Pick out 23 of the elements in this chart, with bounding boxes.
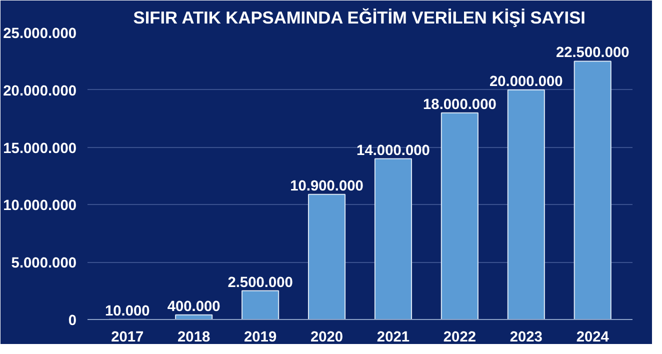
data-label: 20.000.000 — [489, 74, 563, 90]
data-label: 2.500.000 — [228, 274, 293, 291]
x-tick-label: 2023 — [510, 330, 542, 346]
y-tick-label: 20.000.000 — [3, 83, 77, 100]
x-tick-label: 2018 — [178, 330, 210, 346]
data-label: 400.000 — [167, 298, 220, 315]
y-tick-label: 15.000.000 — [3, 140, 77, 157]
data-label: 10.000 — [104, 303, 150, 320]
x-tick-label: 2022 — [443, 330, 476, 346]
x-tick-label: 2024 — [576, 330, 610, 346]
y-tick-label: 10.000.000 — [3, 198, 77, 214]
x-tick-label: 2017 — [111, 330, 144, 346]
chart-title: SIFIR ATIK KAPSAMINDA EĞİTİM VERİLEN KİŞİ SAYISI — [133, 8, 586, 28]
data-label: 14.000.000 — [356, 142, 430, 159]
data-label: 22.500.000 — [556, 45, 630, 62]
x-tick-label: 2019 — [244, 330, 277, 346]
y-tick-label: 25.000.000 — [3, 26, 77, 42]
y-tick-label: 5.000.000 — [11, 256, 76, 272]
data-label: 10.900.000 — [290, 178, 364, 194]
y-tick-label: 0 — [68, 313, 77, 329]
data-label: 18.000.000 — [423, 96, 496, 113]
x-tick-label: 2021 — [376, 330, 410, 346]
x-tick-label: 2020 — [310, 330, 344, 346]
